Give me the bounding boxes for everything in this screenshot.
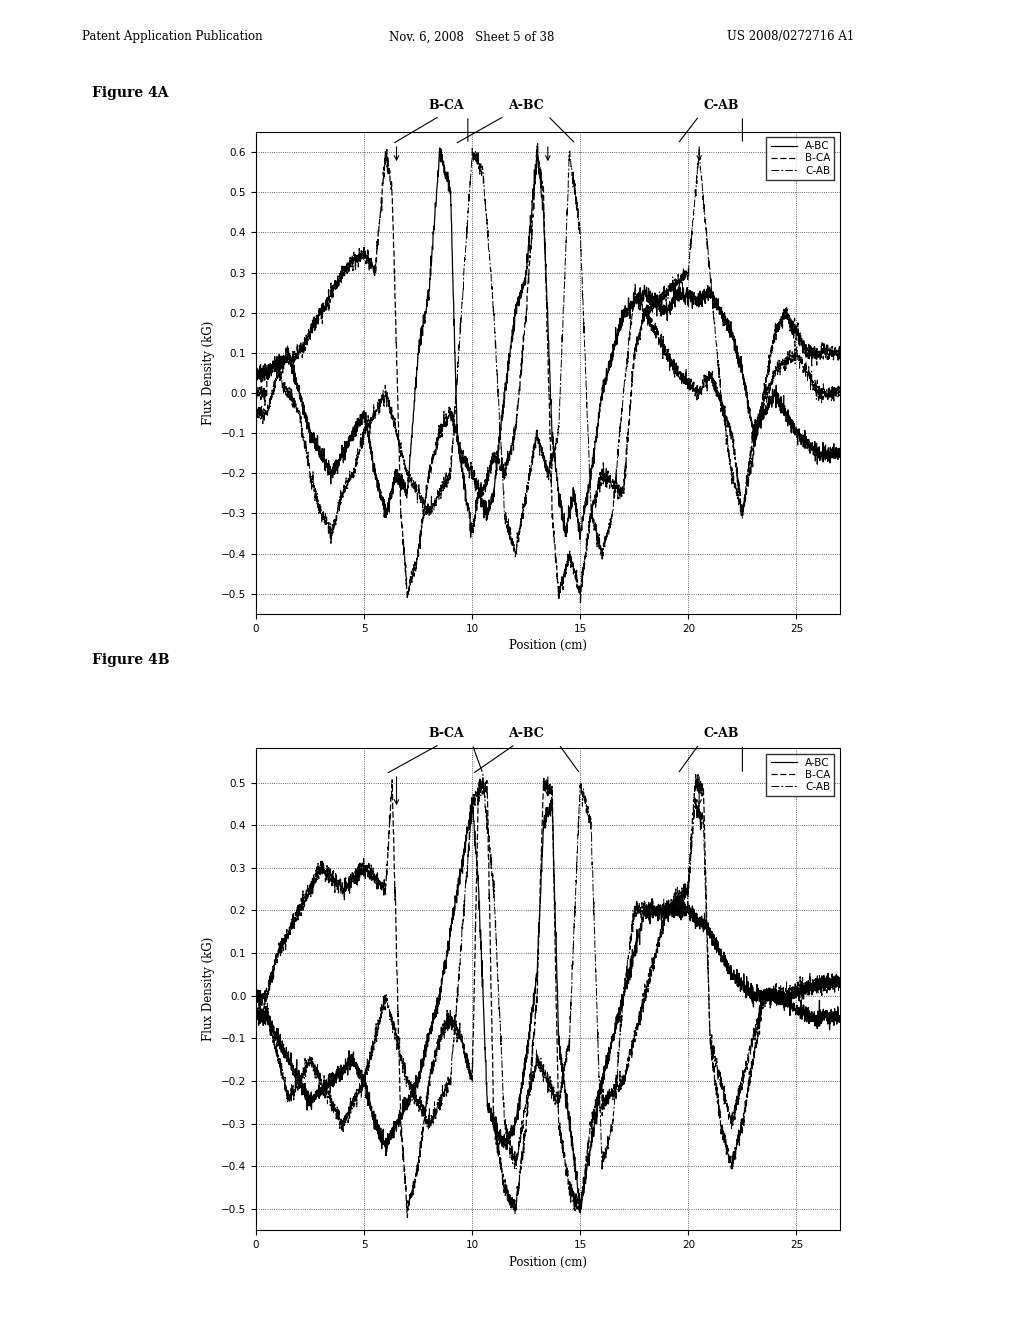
B-CA — [250, 378, 262, 393]
C-AB — [477, 767, 489, 783]
C-AB — [834, 972, 846, 987]
A-BC — [822, 1006, 835, 1022]
B-CA — [499, 458, 511, 474]
A-BC — [351, 1067, 364, 1082]
Text: C-AB: C-AB — [703, 727, 738, 741]
B-CA — [834, 979, 846, 995]
A-BC — [834, 445, 846, 461]
C-AB — [834, 385, 846, 401]
B-CA — [499, 1188, 511, 1204]
Text: Nov. 6, 2008   Sheet 5 of 38: Nov. 6, 2008 Sheet 5 of 38 — [389, 30, 554, 44]
B-CA — [822, 975, 835, 991]
Text: B-CA: B-CA — [428, 727, 464, 741]
C-AB — [250, 409, 262, 425]
A-BC — [499, 1135, 511, 1151]
B-CA — [760, 989, 772, 1005]
Line: A-BC: A-BC — [256, 797, 840, 1213]
C-AB — [596, 552, 608, 568]
Line: C-AB: C-AB — [256, 147, 840, 560]
B-CA — [316, 866, 329, 882]
C-AB — [760, 981, 772, 997]
C-AB — [250, 1010, 262, 1026]
A-BC — [834, 1010, 846, 1026]
Line: C-AB: C-AB — [256, 775, 840, 1170]
Legend: A-BC, B-CA, C-AB: A-BC, B-CA, C-AB — [766, 754, 835, 796]
A-BC — [250, 1007, 262, 1023]
B-CA — [474, 771, 486, 787]
Line: B-CA: B-CA — [256, 775, 840, 1217]
C-AB — [822, 975, 835, 991]
Line: B-CA: B-CA — [256, 144, 840, 603]
A-BC — [574, 1205, 587, 1221]
A-BC — [822, 445, 835, 461]
C-AB — [316, 512, 329, 528]
C-AB — [474, 777, 486, 793]
Line: A-BC: A-BC — [256, 148, 840, 540]
C-AB — [474, 157, 486, 173]
A-BC — [474, 913, 486, 929]
B-CA — [351, 865, 364, 880]
Y-axis label: Flux Density (kG): Flux Density (kG) — [203, 937, 215, 1041]
B-CA — [474, 482, 486, 498]
B-CA — [316, 305, 329, 321]
Text: US 2008/0272716 A1: US 2008/0272716 A1 — [727, 30, 854, 44]
B-CA — [760, 370, 772, 385]
A-BC — [546, 789, 558, 805]
Text: A-BC: A-BC — [508, 99, 544, 112]
B-CA — [351, 255, 364, 271]
X-axis label: Position (cm): Position (cm) — [509, 1255, 587, 1269]
C-AB — [466, 139, 478, 154]
C-AB — [596, 1162, 608, 1177]
B-CA — [401, 1209, 414, 1225]
C-AB — [822, 385, 835, 401]
X-axis label: Position (cm): Position (cm) — [509, 639, 587, 652]
C-AB — [351, 1088, 364, 1104]
A-BC — [351, 424, 364, 440]
A-BC — [499, 375, 511, 391]
C-AB — [499, 516, 511, 532]
A-BC — [760, 407, 772, 422]
C-AB — [499, 1113, 511, 1129]
Text: A-BC: A-BC — [508, 727, 544, 741]
A-BC — [433, 140, 445, 156]
B-CA — [531, 136, 544, 152]
A-BC — [250, 358, 262, 374]
A-BC — [316, 454, 329, 470]
B-CA — [834, 338, 846, 354]
Legend: A-BC, B-CA, C-AB: A-BC, B-CA, C-AB — [766, 137, 835, 180]
B-CA — [250, 997, 262, 1012]
C-AB — [351, 450, 364, 466]
C-AB — [316, 1077, 329, 1093]
Text: Patent Application Publication: Patent Application Publication — [82, 30, 262, 44]
B-CA — [574, 595, 587, 611]
A-BC — [474, 488, 486, 504]
A-BC — [316, 1081, 329, 1097]
Text: B-CA: B-CA — [428, 99, 464, 112]
A-BC — [760, 982, 772, 998]
Text: Figure 4A: Figure 4A — [92, 86, 169, 100]
A-BC — [573, 532, 586, 548]
B-CA — [822, 352, 835, 368]
B-CA — [692, 767, 705, 783]
Text: C-AB: C-AB — [703, 99, 738, 112]
Y-axis label: Flux Density (kG): Flux Density (kG) — [203, 321, 215, 425]
Text: Figure 4B: Figure 4B — [92, 653, 170, 668]
C-AB — [760, 387, 772, 403]
